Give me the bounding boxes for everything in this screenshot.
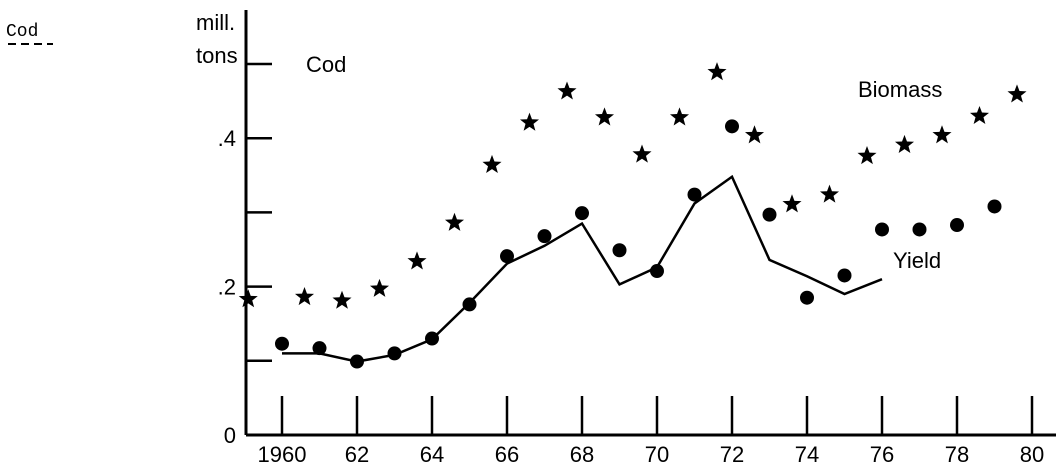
y-axis-label-line2: tons <box>196 43 238 68</box>
biomass-point <box>669 107 690 126</box>
biomass-point <box>332 290 352 309</box>
y-tick-labels: 0 .2 .4 <box>218 126 236 448</box>
yield-point <box>500 249 514 264</box>
yield-point <box>650 264 664 279</box>
legend-label-biomass: Biomass <box>858 77 942 102</box>
x-tick-label: 62 <box>345 442 369 467</box>
y-tick-label: 0 <box>224 423 236 448</box>
biomass-point <box>782 194 802 213</box>
yield-point <box>687 187 702 202</box>
yield-point <box>987 199 1002 214</box>
x-tick-label: 80 <box>1020 442 1044 467</box>
biomass-point <box>557 81 577 100</box>
y-tick-label: .4 <box>218 126 236 151</box>
y-ticks <box>246 62 272 363</box>
x-tick-label: 70 <box>645 442 669 467</box>
biomass-point <box>444 212 465 231</box>
corner-label: Cod <box>6 22 38 42</box>
yield-point <box>762 207 777 222</box>
yield-point <box>537 229 552 244</box>
x-tick-label: 76 <box>870 442 894 467</box>
yield-points <box>275 119 1002 369</box>
biomass-points <box>238 62 1027 309</box>
yield-point <box>837 268 852 283</box>
yield-line <box>282 174 883 363</box>
yield-point <box>800 290 814 305</box>
legend-label-yield: Yield <box>893 248 941 273</box>
biomass-point <box>594 107 615 126</box>
biomass-point <box>894 134 915 153</box>
biomass-point <box>238 289 258 308</box>
yield-point <box>912 222 927 237</box>
biomass-point <box>969 105 990 125</box>
yield-point <box>425 331 439 346</box>
biomass-point <box>819 184 840 203</box>
yield-point <box>950 218 964 233</box>
x-ticks <box>280 396 1034 435</box>
biomass-point <box>369 278 390 297</box>
x-tick-label: 64 <box>420 442 444 467</box>
y-tick-label: .2 <box>218 275 236 300</box>
biomass-point <box>632 144 652 163</box>
biomass-point <box>857 146 877 165</box>
yield-point <box>462 297 477 312</box>
y-axis-label-line1: mill. <box>196 10 235 35</box>
yield-fitted-line <box>282 174 883 363</box>
biomass-point <box>294 286 315 306</box>
x-tick-label: 66 <box>495 442 519 467</box>
biomass-point <box>407 251 427 270</box>
yield-point <box>612 243 627 258</box>
yield-point <box>725 119 739 134</box>
x-tick-label: 74 <box>795 442 819 467</box>
biomass-point <box>482 154 502 173</box>
yield-point <box>875 222 889 237</box>
biomass-point <box>932 125 952 144</box>
yield-point <box>387 346 402 361</box>
x-tick-label: 68 <box>570 442 594 467</box>
x-tick-labels: 1960 62 64 66 68 70 72 74 76 78 80 <box>258 442 1045 467</box>
biomass-point <box>1007 84 1027 103</box>
yield-point <box>312 341 327 356</box>
yield-point <box>350 354 364 369</box>
biomass-point <box>707 62 727 81</box>
yield-point <box>275 336 289 351</box>
biomass-point <box>519 112 540 131</box>
yield-point <box>575 206 589 221</box>
x-tick-label: 72 <box>720 442 744 467</box>
x-tick-label: 1960 <box>258 442 307 467</box>
chart-title: Cod <box>306 52 346 77</box>
biomass-point <box>744 125 765 144</box>
x-tick-label: 78 <box>945 442 969 467</box>
